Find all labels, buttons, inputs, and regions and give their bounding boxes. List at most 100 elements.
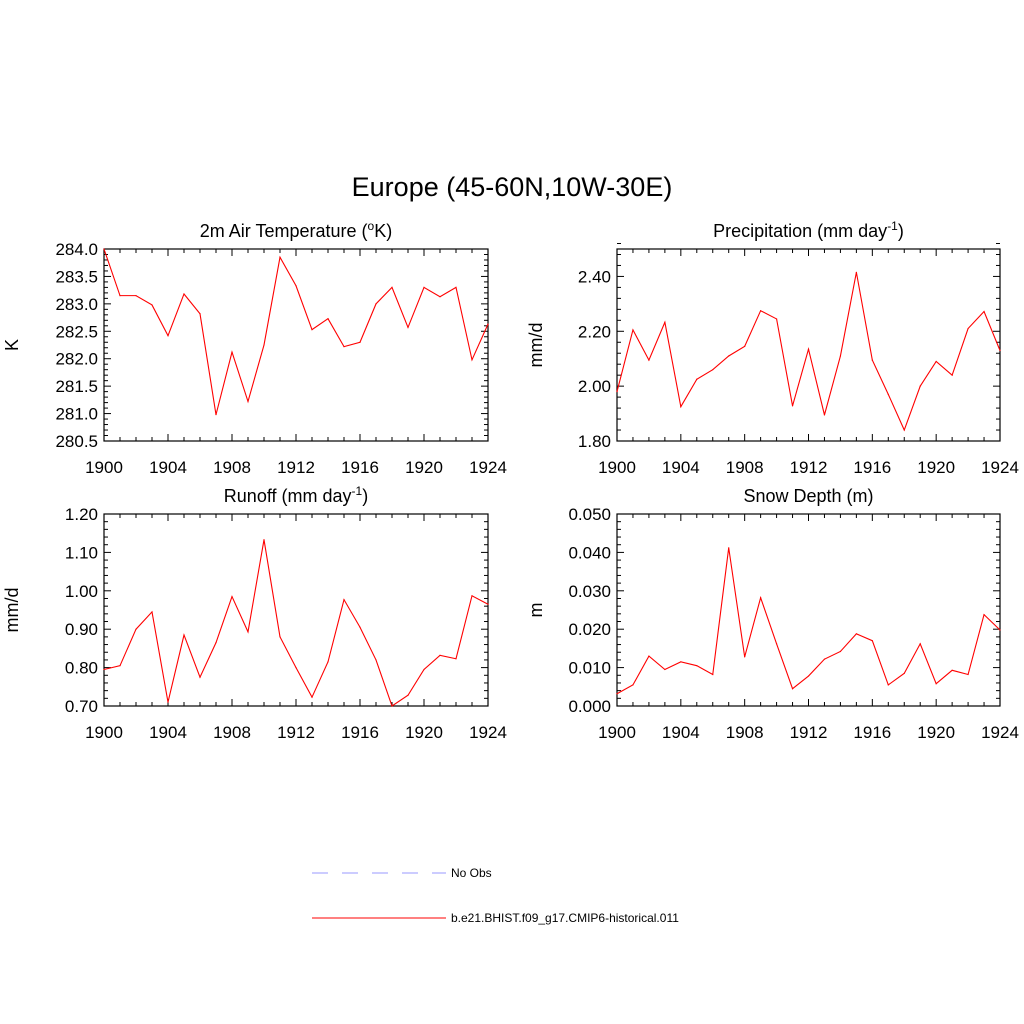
legend-label: b.e21.BHIST.f09_g17.CMIP6-historical.011 bbox=[451, 911, 679, 925]
data-point bbox=[487, 603, 489, 605]
plot-frame bbox=[103, 513, 489, 707]
series-line bbox=[103, 539, 489, 707]
x-tick-label: 1904 bbox=[149, 458, 187, 477]
data-point bbox=[983, 310, 985, 313]
x-tick-label: 1920 bbox=[405, 458, 443, 477]
legend-item-1: No Obs bbox=[312, 866, 492, 880]
data-point bbox=[903, 429, 905, 431]
data-point bbox=[919, 643, 921, 645]
x-tick-label: 1924 bbox=[469, 723, 507, 742]
data-point bbox=[935, 683, 937, 685]
data-point bbox=[279, 636, 281, 638]
data-point bbox=[871, 640, 873, 642]
data-point bbox=[855, 271, 857, 273]
data-point bbox=[135, 628, 137, 630]
data-point bbox=[839, 355, 842, 357]
panel-title-main: Snow Depth (m) bbox=[743, 486, 873, 506]
data-point bbox=[231, 595, 233, 598]
data-point bbox=[728, 355, 730, 357]
panel-3: 1900 1904 1908 1912 1916 1920 1924 0.70 0.80 0.90… bbox=[2, 484, 507, 742]
x-tick-label: 1900 bbox=[85, 723, 123, 742]
data-point bbox=[327, 661, 329, 663]
panel-title-main: Precipitation (mm day bbox=[713, 221, 887, 241]
x-tick-label: 1924 bbox=[469, 458, 507, 477]
data-point bbox=[775, 318, 778, 320]
data-point bbox=[391, 705, 393, 707]
x-tick-label: 1904 bbox=[149, 723, 187, 742]
plot-frame bbox=[616, 513, 1001, 707]
y-tick-label: 1.20 bbox=[65, 505, 98, 524]
data-point bbox=[871, 359, 873, 361]
data-point bbox=[375, 659, 377, 661]
data-point bbox=[407, 694, 409, 696]
data-point bbox=[823, 414, 826, 416]
x-tick-label: 1912 bbox=[277, 458, 315, 477]
y-tick-label: 281.0 bbox=[55, 405, 98, 424]
data-point bbox=[775, 643, 778, 645]
data-point bbox=[423, 286, 425, 288]
x-tick-label: 1912 bbox=[790, 723, 828, 742]
data-point bbox=[616, 391, 618, 393]
data-point bbox=[807, 675, 810, 677]
data-point bbox=[791, 405, 794, 407]
legend: No Obs b.e21.BHIST.f09_g17.CMIP6-historic… bbox=[312, 866, 679, 925]
y-tick-label: 1.00 bbox=[65, 582, 98, 601]
x-tick-label: 1900 bbox=[598, 723, 636, 742]
data-point bbox=[327, 318, 329, 320]
data-point bbox=[855, 633, 857, 635]
panel-title-main: 2m Air Temperature ( bbox=[200, 221, 368, 241]
data-point bbox=[696, 378, 698, 380]
data-point bbox=[712, 673, 714, 676]
data-point bbox=[632, 329, 634, 331]
panel-title: Precipitation (mm day-1) bbox=[713, 219, 904, 241]
data-point bbox=[760, 597, 762, 599]
data-point bbox=[119, 295, 121, 297]
panel-title-suffix: ) bbox=[362, 486, 368, 506]
data-point bbox=[951, 669, 953, 671]
data-point bbox=[167, 701, 169, 703]
data-point bbox=[375, 303, 377, 305]
x-tick-label: 1904 bbox=[662, 458, 700, 477]
panel-title-superscript: -1 bbox=[352, 484, 363, 498]
x-tick-label: 1920 bbox=[405, 723, 443, 742]
data-point bbox=[135, 295, 137, 297]
y-tick-label: 0.90 bbox=[65, 620, 98, 639]
x-tick-label: 1920 bbox=[917, 458, 955, 477]
data-point bbox=[696, 665, 698, 667]
data-point bbox=[983, 614, 985, 616]
plot-frame bbox=[616, 248, 1001, 442]
legend-item-2: b.e21.BHIST.f09_g17.CMIP6-historical.011 bbox=[312, 911, 679, 925]
x-tick-label: 1912 bbox=[790, 458, 828, 477]
data-point bbox=[279, 256, 281, 258]
data-point bbox=[439, 654, 441, 656]
y-tick-label: 281.5 bbox=[55, 377, 98, 396]
y-tick-label: 283.0 bbox=[55, 295, 98, 314]
data-point bbox=[295, 667, 297, 669]
series-line bbox=[103, 248, 489, 415]
y-tick-label: 0.040 bbox=[568, 543, 611, 562]
data-point bbox=[664, 321, 666, 323]
data-point bbox=[951, 374, 953, 376]
y-axis-label: m bbox=[526, 603, 546, 618]
x-tick-label: 1908 bbox=[213, 723, 251, 742]
x-tick-label: 1916 bbox=[341, 723, 379, 742]
x-tick-label: 1900 bbox=[598, 458, 636, 477]
data-point bbox=[967, 327, 969, 330]
y-tick-label: 1.10 bbox=[65, 543, 98, 562]
y-tick-label: 0.020 bbox=[568, 620, 611, 639]
data-point bbox=[664, 668, 666, 671]
y-tick-label: 0.010 bbox=[568, 659, 611, 678]
panel-title-superscript: -1 bbox=[887, 219, 898, 233]
panels-group: 1900 1904 1908 1912 1916 1920 1924 280.5 281.0 28… bbox=[2, 219, 1019, 742]
data-point bbox=[712, 369, 714, 371]
legend-label: No Obs bbox=[451, 866, 492, 880]
data-point bbox=[728, 547, 730, 549]
data-point bbox=[903, 672, 905, 674]
data-point bbox=[648, 359, 650, 361]
y-tick-label: 0.030 bbox=[568, 582, 611, 601]
panel-1: 1900 1904 1908 1912 1916 1920 1924 280.5 281.0 28… bbox=[2, 219, 507, 477]
panel-title-suffix: ) bbox=[898, 221, 904, 241]
x-tick-label: 1908 bbox=[726, 723, 764, 742]
y-tick-label: 0.70 bbox=[65, 697, 98, 716]
